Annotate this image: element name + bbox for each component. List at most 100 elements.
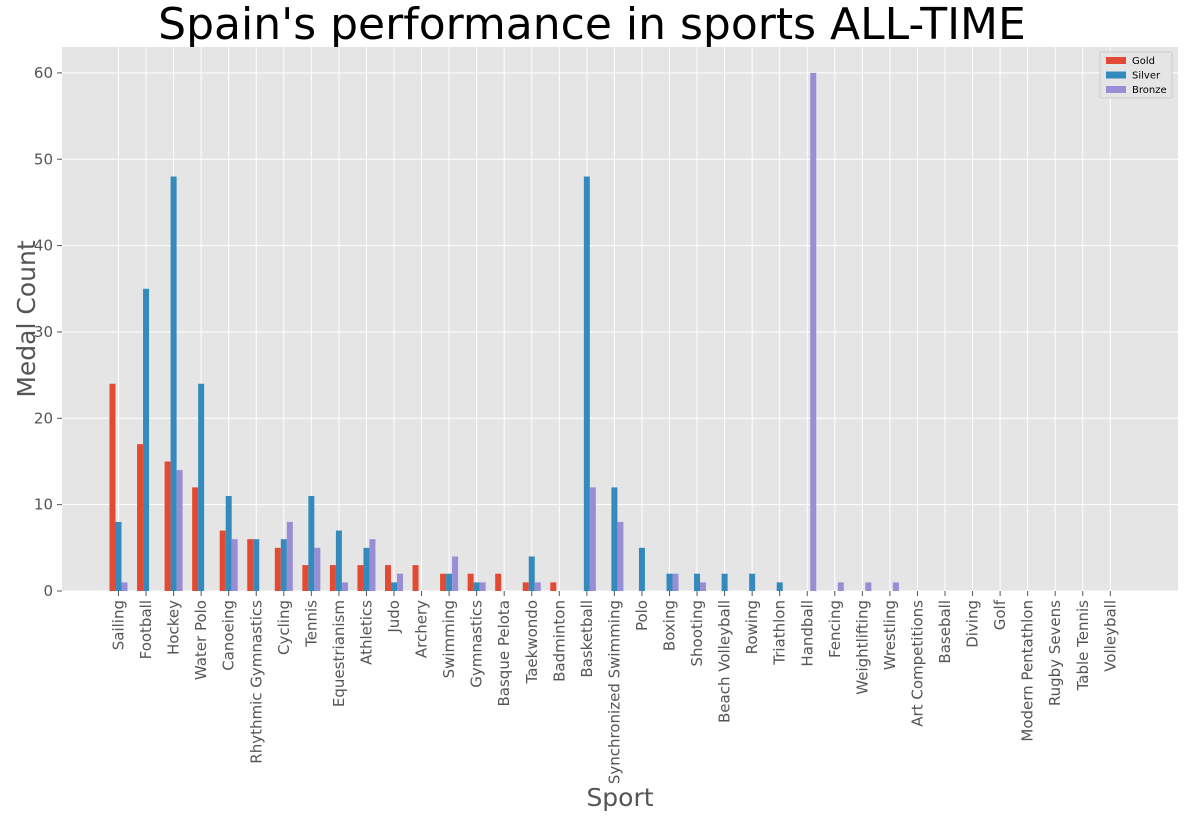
y-tick-label: 0 [43, 582, 53, 600]
bar-bronze [837, 582, 844, 591]
bar-silver [446, 573, 453, 591]
x-tick-label: Beach Volleyball [716, 600, 734, 723]
x-tick-label: Football [137, 600, 155, 659]
bar-silver [363, 547, 370, 591]
legend-swatch [1106, 71, 1126, 79]
x-tick-label: Baseball [936, 600, 954, 664]
bar-bronze [892, 582, 899, 591]
bar-bronze [231, 539, 238, 591]
bar-bronze [452, 556, 459, 591]
bar-bronze [810, 72, 817, 591]
plot-area [62, 47, 1178, 591]
y-tick-label: 60 [34, 64, 53, 82]
bar-gold [495, 573, 502, 591]
bar-gold [274, 547, 281, 591]
bar-bronze [286, 521, 293, 591]
bar-bronze [700, 582, 707, 591]
bar-gold [164, 461, 171, 591]
bar-silver [280, 539, 287, 591]
bar-gold [329, 565, 336, 591]
x-tick-label: Diving [964, 600, 982, 648]
y-axis-label: Medal Count [12, 240, 41, 397]
x-axis-label: Sport [586, 783, 653, 812]
x-tick-label: Rugby Sevens [1046, 600, 1064, 706]
bar-gold [550, 582, 557, 591]
bar-gold [440, 573, 447, 591]
bar-silver [776, 582, 783, 591]
x-tick-label: Sailing [110, 600, 128, 650]
x-tick-label: Wrestling [881, 600, 899, 670]
bar-silver [308, 496, 315, 591]
bar-silver [694, 573, 701, 591]
x-tick-label: Triathlon [771, 600, 789, 666]
bar-gold [137, 444, 144, 591]
bar-bronze [534, 582, 541, 591]
x-tick-label: Badminton [550, 600, 568, 682]
x-tick-label: Hockey [165, 600, 183, 655]
bar-gold [357, 565, 364, 591]
legend-label: Silver [1132, 71, 1161, 82]
bar-gold [109, 383, 116, 591]
y-tick-label: 30 [34, 323, 53, 341]
x-tick-label: Golf [991, 599, 1009, 630]
bar-silver [611, 487, 618, 591]
bar-gold [247, 539, 254, 591]
bar-bronze [589, 487, 596, 591]
legend-swatch [1106, 57, 1126, 64]
bar-silver [391, 582, 397, 591]
bar-bronze [617, 521, 624, 591]
x-tick-label: Swimming [440, 600, 458, 678]
bar-gold [522, 582, 529, 591]
legend-label: Bronze [1132, 85, 1167, 96]
bar-silver [225, 496, 232, 591]
x-tick-label: Canoeing [220, 600, 238, 671]
bar-gold [412, 565, 419, 591]
bar-bronze [341, 582, 348, 591]
x-tick-label: Athletics [357, 600, 375, 665]
x-tick-label: Weightlifting [853, 600, 871, 695]
bar-silver [115, 521, 122, 591]
x-tick-label: Rowing [743, 600, 761, 654]
x-tick-label: Synchronized Swimming [605, 600, 623, 784]
x-tick-label: Boxing [661, 600, 679, 651]
x-tick-label: Cycling [275, 600, 293, 655]
bar-silver [749, 573, 756, 591]
bar-silver [335, 530, 342, 591]
x-tick-label: Water Polo [192, 600, 210, 680]
bar-bronze [865, 582, 872, 591]
bar-bronze [672, 573, 679, 591]
x-tick-label: Polo [633, 600, 651, 631]
chart-title: Spain's performance in sports ALL-TIME [158, 0, 1026, 50]
bar-silver [170, 176, 177, 591]
bar-bronze [397, 573, 403, 591]
y-tick-label: 10 [34, 496, 53, 514]
bar-gold [385, 565, 391, 591]
x-tick-label: Art Competitions [908, 600, 926, 727]
bar-silver [198, 383, 205, 591]
x-tick-label: Taekwondo [523, 600, 541, 684]
x-tick-label: Handball [798, 600, 816, 667]
x-tick-label: Judo [385, 600, 403, 634]
bar-silver [638, 547, 645, 591]
bar-gold [302, 565, 309, 591]
bar-bronze [369, 539, 376, 591]
bar-silver [528, 556, 535, 591]
x-tick-label: Basketball [578, 600, 596, 678]
legend-label: Gold [1132, 56, 1155, 67]
x-tick-label: Gymnastics [468, 600, 486, 688]
bar-silver [583, 176, 590, 591]
x-tick-label: Archery [413, 600, 431, 658]
legend-swatch [1106, 86, 1126, 93]
bar-gold [219, 530, 226, 591]
bar-bronze [479, 582, 486, 591]
bar-bronze [176, 470, 183, 591]
bar-gold [192, 487, 199, 591]
x-tick-label: Volleyball [1101, 600, 1119, 672]
x-tick-label: Fencing [826, 600, 844, 658]
bar-bronze [121, 582, 128, 591]
x-tick-label: Table Tennis [1074, 600, 1092, 692]
y-tick-label: 40 [34, 237, 53, 255]
y-tick-label: 20 [34, 409, 53, 427]
bar-silver [473, 582, 480, 591]
bar-silver [721, 573, 728, 591]
